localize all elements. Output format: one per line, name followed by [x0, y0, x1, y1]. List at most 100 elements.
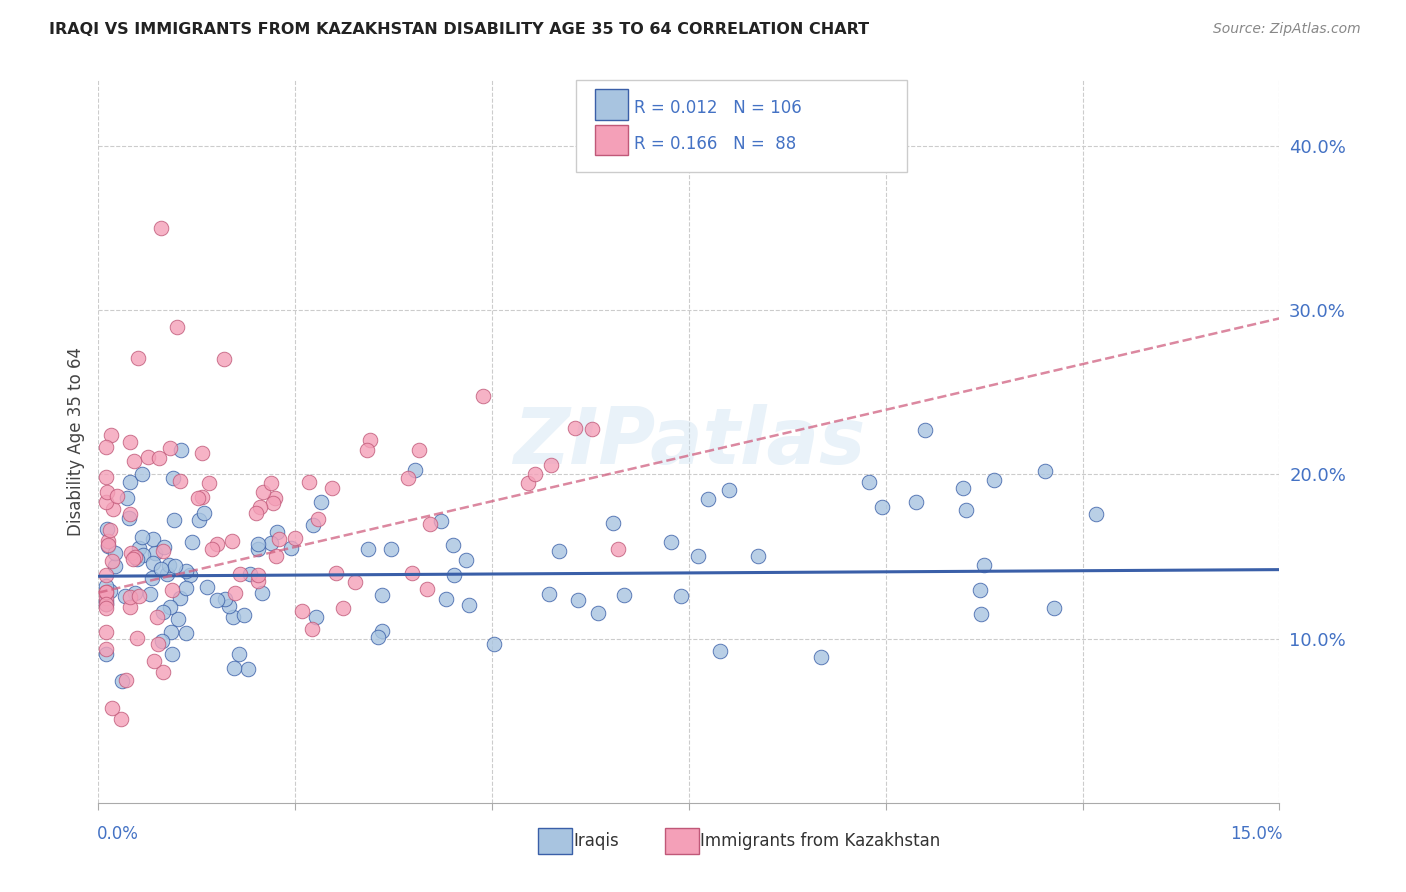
Y-axis label: Disability Age 35 to 64: Disability Age 35 to 64 [66, 347, 84, 536]
Point [973, 558, 995, 573]
Point [162, 583, 184, 598]
Point [302, 517, 325, 532]
Point [96, 470, 118, 484]
Point [122, 551, 145, 566]
Point [233, 607, 256, 622]
Point [709, 643, 731, 657]
Text: ZIPatlas: ZIPatlas [513, 403, 865, 480]
Point [969, 583, 991, 598]
Point [98, 583, 121, 598]
Text: R = 0.166   N =  88: R = 0.166 N = 88 [634, 135, 796, 153]
Point [118, 507, 141, 521]
Point [207, 593, 229, 607]
Point [356, 442, 378, 457]
Point [396, 471, 419, 485]
Point [613, 588, 636, 602]
Point [1043, 601, 1066, 615]
Point [264, 549, 287, 564]
Point [96, 579, 118, 593]
Point [291, 604, 314, 618]
Point [96, 598, 118, 612]
Point [686, 549, 709, 563]
Point [148, 450, 170, 465]
Point [128, 541, 150, 556]
Point [96, 597, 118, 611]
Point [96, 591, 118, 605]
Point [717, 483, 740, 497]
Point [96, 624, 118, 639]
Point [159, 599, 181, 614]
Point [252, 485, 274, 500]
Point [516, 475, 538, 490]
Point [905, 495, 928, 509]
Point [280, 541, 302, 555]
Point [454, 553, 477, 567]
Point [307, 512, 329, 526]
Point [150, 221, 173, 235]
Point [96, 522, 118, 536]
Point [266, 524, 288, 539]
Point [181, 534, 204, 549]
Point [284, 531, 307, 545]
Point [96, 567, 118, 582]
Point [952, 482, 974, 496]
Point [169, 591, 191, 606]
Point [142, 533, 165, 547]
Point [201, 541, 224, 556]
Point [138, 450, 160, 465]
Point [983, 473, 1005, 487]
Point [152, 544, 174, 558]
Point [367, 630, 389, 644]
Point [252, 585, 274, 599]
Point [197, 476, 219, 491]
Point [586, 607, 609, 621]
Point [141, 571, 163, 585]
Point [484, 637, 506, 651]
Point [120, 475, 142, 489]
Point [150, 634, 173, 648]
Point [131, 530, 153, 544]
Point [247, 542, 270, 557]
Point [247, 537, 270, 551]
Point [245, 506, 267, 520]
Point [159, 558, 181, 572]
Point [472, 389, 495, 403]
Point [404, 463, 426, 477]
Point [370, 624, 392, 639]
Point [264, 491, 287, 505]
Point [98, 523, 121, 537]
Point [443, 568, 465, 582]
Point [111, 673, 134, 688]
Point [671, 589, 693, 603]
Point [970, 607, 993, 621]
Point [332, 600, 354, 615]
Point [143, 546, 166, 560]
Point [321, 482, 343, 496]
Point [218, 599, 240, 613]
Point [110, 712, 132, 726]
Point [309, 494, 332, 508]
Point [115, 673, 138, 688]
Point [325, 566, 347, 580]
Point [163, 513, 186, 527]
Point [125, 552, 148, 566]
Point [747, 549, 769, 563]
Point [214, 352, 236, 367]
Point [122, 453, 145, 467]
Point [160, 624, 183, 639]
Point [247, 568, 270, 582]
Text: Iraqis: Iraqis [574, 832, 620, 850]
Point [247, 574, 270, 588]
Point [160, 647, 183, 661]
Point [128, 589, 150, 603]
Point [548, 543, 571, 558]
Point [152, 665, 174, 679]
Text: IRAQI VS IMMIGRANTS FROM KAZAKHSTAN DISABILITY AGE 35 TO 64 CORRELATION CHART: IRAQI VS IMMIGRANTS FROM KAZAKHSTAN DISA… [49, 22, 869, 37]
Point [118, 434, 141, 449]
Point [146, 610, 169, 624]
Point [1085, 507, 1108, 521]
Text: 15.0%: 15.0% [1230, 825, 1282, 843]
Point [162, 471, 184, 485]
Point [96, 585, 118, 599]
Point [115, 491, 138, 505]
